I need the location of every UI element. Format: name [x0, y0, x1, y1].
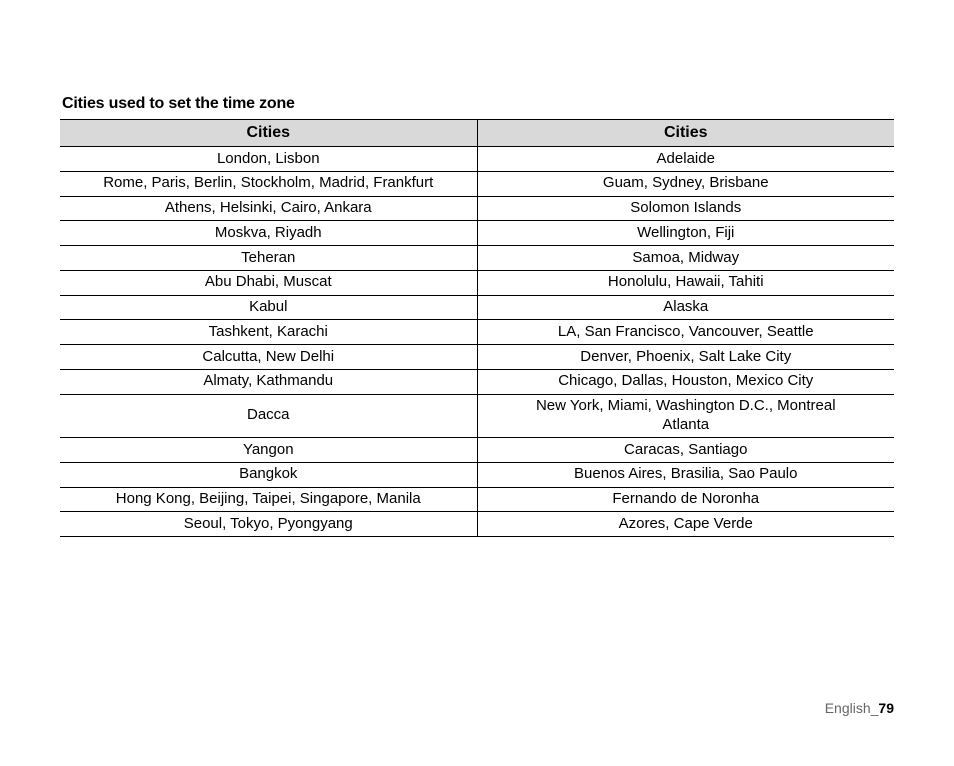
cell-cities-left: Abu Dhabi, Muscat: [60, 270, 477, 295]
cell-cities-left: Rome, Paris, Berlin, Stockholm, Madrid, …: [60, 171, 477, 196]
cell-cities-right: Solomon Islands: [477, 196, 894, 221]
cell-cities-left: London, Lisbon: [60, 147, 477, 172]
table-body: London, LisbonAdelaideRome, Paris, Berli…: [60, 147, 894, 537]
cell-cities-left: Calcutta, New Delhi: [60, 345, 477, 370]
cell-cities-left: Hong Kong, Beijing, Taipei, Singapore, M…: [60, 487, 477, 512]
table-row: Abu Dhabi, MuscatHonolulu, Hawaii, Tahit…: [60, 270, 894, 295]
cell-cities-left: Teheran: [60, 246, 477, 271]
cell-cities-left: Athens, Helsinki, Cairo, Ankara: [60, 196, 477, 221]
cell-cities-left: Seoul, Tokyo, Pyongyang: [60, 512, 477, 537]
footer-page-number: 79: [878, 700, 894, 716]
table-row: KabulAlaska: [60, 295, 894, 320]
page-footer: English_79: [825, 700, 894, 716]
table-row: BangkokBuenos Aires, Brasilia, Sao Paulo: [60, 462, 894, 487]
cell-cities-right: Chicago, Dallas, Houston, Mexico City: [477, 369, 894, 394]
section-title: Cities used to set the time zone: [62, 95, 894, 113]
table-row: Rome, Paris, Berlin, Stockholm, Madrid, …: [60, 171, 894, 196]
cell-cities-left: Dacca: [60, 394, 477, 438]
table-row: Seoul, Tokyo, PyongyangAzores, Cape Verd…: [60, 512, 894, 537]
table-row: Athens, Helsinki, Cairo, AnkaraSolomon I…: [60, 196, 894, 221]
cell-cities-right: Azores, Cape Verde: [477, 512, 894, 537]
table-row: YangonCaracas, Santiago: [60, 438, 894, 463]
table-header-row: Cities Cities: [60, 120, 894, 147]
cell-cities-right: New York, Miami, Washington D.C., Montre…: [477, 394, 894, 438]
cell-cities-left: Bangkok: [60, 462, 477, 487]
cell-cities-right: Alaska: [477, 295, 894, 320]
cell-cities-right: Buenos Aires, Brasilia, Sao Paulo: [477, 462, 894, 487]
table-row: DaccaNew York, Miami, Washington D.C., M…: [60, 394, 894, 438]
table-row: Tashkent, KarachiLA, San Francisco, Vanc…: [60, 320, 894, 345]
cell-cities-right: Guam, Sydney, Brisbane: [477, 171, 894, 196]
cell-cities-left: Kabul: [60, 295, 477, 320]
cell-cities-right: Caracas, Santiago: [477, 438, 894, 463]
cell-cities-left: Almaty, Kathmandu: [60, 369, 477, 394]
document-page: Cities used to set the time zone Cities …: [0, 0, 954, 537]
table-row: Almaty, KathmanduChicago, Dallas, Housto…: [60, 369, 894, 394]
header-cities-right: Cities: [477, 120, 894, 147]
table-row: London, LisbonAdelaide: [60, 147, 894, 172]
table-row: TeheranSamoa, Midway: [60, 246, 894, 271]
cell-cities-left: Moskva, Riyadh: [60, 221, 477, 246]
table-row: Hong Kong, Beijing, Taipei, Singapore, M…: [60, 487, 894, 512]
table-row: Calcutta, New DelhiDenver, Phoenix, Salt…: [60, 345, 894, 370]
cities-table: Cities Cities London, LisbonAdelaideRome…: [60, 119, 894, 537]
footer-language: English: [825, 700, 871, 716]
cell-cities-right: Fernando de Noronha: [477, 487, 894, 512]
cell-cities-right: Wellington, Fiji: [477, 221, 894, 246]
cell-cities-right: Denver, Phoenix, Salt Lake City: [477, 345, 894, 370]
cell-cities-right: Adelaide: [477, 147, 894, 172]
cell-cities-left: Yangon: [60, 438, 477, 463]
cell-cities-right: LA, San Francisco, Vancouver, Seattle: [477, 320, 894, 345]
header-cities-left: Cities: [60, 120, 477, 147]
cell-cities-right: Honolulu, Hawaii, Tahiti: [477, 270, 894, 295]
cell-cities-right: Samoa, Midway: [477, 246, 894, 271]
table-row: Moskva, RiyadhWellington, Fiji: [60, 221, 894, 246]
cell-cities-left: Tashkent, Karachi: [60, 320, 477, 345]
